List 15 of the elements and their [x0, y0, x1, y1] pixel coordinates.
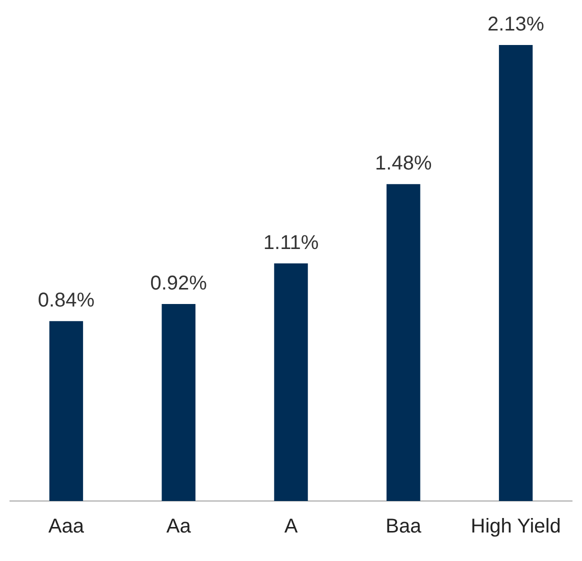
bar — [498, 45, 533, 501]
x-tick-label: A — [284, 516, 298, 538]
bar — [274, 263, 308, 501]
data-label: 2.13% — [487, 14, 544, 36]
data-label: 0.92% — [150, 272, 208, 295]
bar — [162, 304, 196, 501]
bar — [49, 321, 84, 501]
x-tick-label: Baa — [386, 516, 422, 538]
data-label: 1.48% — [375, 152, 432, 175]
x-tick-label: High Yield — [470, 516, 561, 538]
data-label: 0.84% — [38, 290, 95, 312]
x-tick-label: Aaa — [48, 516, 85, 538]
data-label: 1.11% — [263, 232, 319, 254]
bar — [386, 184, 420, 501]
x-tick-label: Aa — [166, 516, 192, 538]
